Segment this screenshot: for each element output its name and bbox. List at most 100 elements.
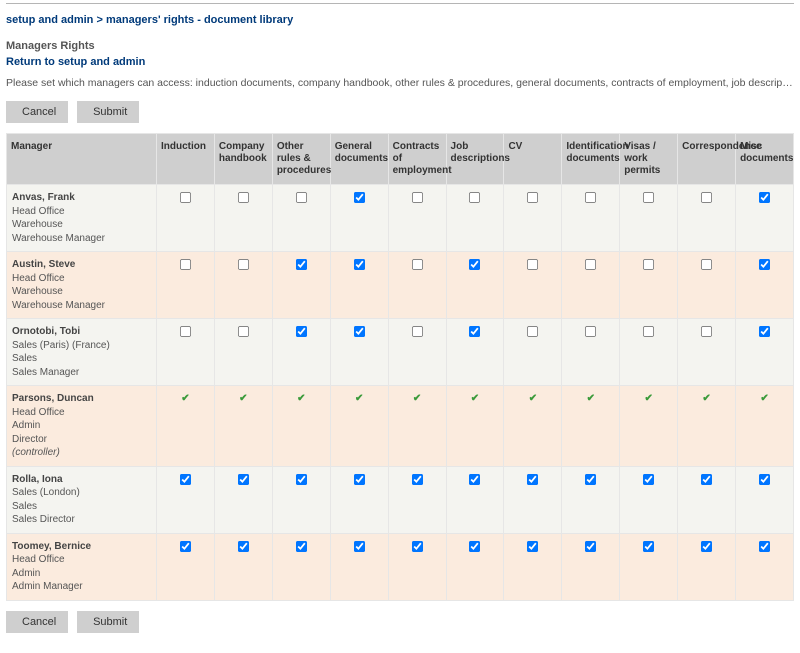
permission-cell — [446, 185, 504, 252]
table-row: Toomey, BerniceHead OfficeAdminAdmin Man… — [7, 533, 794, 600]
permission-checkbox[interactable] — [585, 540, 596, 551]
manager-cell: Toomey, BerniceHead OfficeAdminAdmin Man… — [7, 533, 157, 600]
permission-cell — [157, 533, 215, 600]
lock-tick-icon: ✔ — [702, 393, 710, 404]
permission-cell — [330, 185, 388, 252]
permission-checkbox[interactable] — [701, 326, 712, 337]
manager-detail-line: Sales — [12, 500, 151, 514]
col-header-contracts: Contracts of employment — [388, 134, 446, 185]
permission-checkbox[interactable] — [527, 192, 538, 203]
permission-checkbox[interactable] — [238, 473, 249, 484]
cancel-button[interactable]: Cancel — [6, 611, 68, 633]
permission-checkbox[interactable] — [585, 326, 596, 337]
permission-cell — [214, 252, 272, 319]
permission-checkbox[interactable] — [643, 192, 654, 203]
col-header-cv: CV — [504, 134, 562, 185]
permission-checkbox[interactable] — [643, 540, 654, 551]
permission-checkbox[interactable] — [701, 473, 712, 484]
page-title: Managers Rights — [6, 40, 794, 52]
permission-checkbox[interactable] — [180, 326, 191, 337]
permission-cell — [678, 533, 736, 600]
manager-detail-line: Head Office — [12, 205, 151, 219]
col-header-identification: Identification documents — [562, 134, 620, 185]
permission-checkbox[interactable] — [585, 192, 596, 203]
permission-cell — [214, 466, 272, 533]
permission-checkbox[interactable] — [412, 326, 423, 337]
permission-checkbox[interactable] — [469, 540, 480, 551]
permission-checkbox[interactable] — [238, 259, 249, 270]
permission-checkbox[interactable] — [412, 540, 423, 551]
manager-detail-line: Warehouse — [12, 285, 151, 299]
submit-button[interactable]: Submit — [77, 611, 139, 633]
permission-checkbox[interactable] — [296, 473, 307, 484]
col-header-job-descriptions: Job descriptions — [446, 134, 504, 185]
permission-checkbox[interactable] — [527, 540, 538, 551]
permission-cell — [214, 319, 272, 386]
permission-checkbox[interactable] — [238, 326, 249, 337]
table-row: Parsons, DuncanHead OfficeAdminDirector(… — [7, 386, 794, 467]
permission-checkbox[interactable] — [759, 192, 770, 203]
permission-checkbox[interactable] — [296, 192, 307, 203]
lock-tick-icon: ✔ — [297, 393, 305, 404]
permission-checkbox[interactable] — [354, 259, 365, 270]
permission-checkbox[interactable] — [701, 259, 712, 270]
cancel-button[interactable]: Cancel — [6, 101, 68, 123]
permission-cell — [504, 185, 562, 252]
permission-cell — [446, 466, 504, 533]
permission-checkbox[interactable] — [585, 259, 596, 270]
permission-checkbox[interactable] — [354, 326, 365, 337]
permission-checkbox[interactable] — [643, 259, 654, 270]
manager-detail-line: Sales — [12, 352, 151, 366]
col-header-general-documents: General documents — [330, 134, 388, 185]
permission-cell — [330, 252, 388, 319]
permission-checkbox[interactable] — [759, 473, 770, 484]
manager-cell: Parsons, DuncanHead OfficeAdminDirector(… — [7, 386, 157, 467]
permission-checkbox[interactable] — [469, 473, 480, 484]
permission-checkbox[interactable] — [412, 192, 423, 203]
manager-detail-line: Sales (London) — [12, 486, 151, 500]
permission-checkbox[interactable] — [643, 326, 654, 337]
permission-checkbox[interactable] — [527, 326, 538, 337]
permission-checkbox[interactable] — [759, 540, 770, 551]
manager-detail-line: Admin — [12, 419, 151, 433]
return-link[interactable]: Return to setup and admin — [6, 56, 145, 68]
permission-checkbox[interactable] — [412, 259, 423, 270]
permission-checkbox[interactable] — [701, 540, 712, 551]
permission-checkbox[interactable] — [354, 540, 365, 551]
permission-checkbox[interactable] — [412, 473, 423, 484]
permission-checkbox[interactable] — [585, 473, 596, 484]
manager-detail-line: Sales (Paris) (France) — [12, 339, 151, 353]
permission-checkbox[interactable] — [354, 473, 365, 484]
permission-checkbox[interactable] — [296, 259, 307, 270]
permission-checkbox[interactable] — [527, 473, 538, 484]
table-row: Rolla, IonaSales (London)SalesSales Dire… — [7, 466, 794, 533]
permission-checkbox[interactable] — [759, 326, 770, 337]
manager-detail-line: Warehouse — [12, 218, 151, 232]
permission-checkbox[interactable] — [469, 326, 480, 337]
permission-cell — [678, 319, 736, 386]
permission-cell — [388, 319, 446, 386]
permission-checkbox[interactable] — [643, 473, 654, 484]
submit-button[interactable]: Submit — [77, 101, 139, 123]
permission-checkbox[interactable] — [354, 192, 365, 203]
manager-detail-line: Head Office — [12, 553, 151, 567]
manager-cell: Austin, SteveHead OfficeWarehouseWarehou… — [7, 252, 157, 319]
manager-detail-line: Head Office — [12, 406, 151, 420]
permission-checkbox[interactable] — [238, 192, 249, 203]
button-row-top: Cancel Submit — [6, 101, 794, 123]
permission-checkbox[interactable] — [469, 192, 480, 203]
permission-checkbox[interactable] — [180, 192, 191, 203]
permission-checkbox[interactable] — [180, 473, 191, 484]
permission-checkbox[interactable] — [296, 540, 307, 551]
breadcrumb-part1[interactable]: setup and admin — [6, 14, 93, 26]
permission-checkbox[interactable] — [296, 326, 307, 337]
permission-cell — [736, 185, 794, 252]
permission-checkbox[interactable] — [759, 259, 770, 270]
permission-checkbox[interactable] — [469, 259, 480, 270]
permission-checkbox[interactable] — [527, 259, 538, 270]
permission-checkbox[interactable] — [238, 540, 249, 551]
permission-checkbox[interactable] — [701, 192, 712, 203]
permission-checkbox[interactable] — [180, 259, 191, 270]
permission-checkbox[interactable] — [180, 540, 191, 551]
permission-cell — [736, 466, 794, 533]
